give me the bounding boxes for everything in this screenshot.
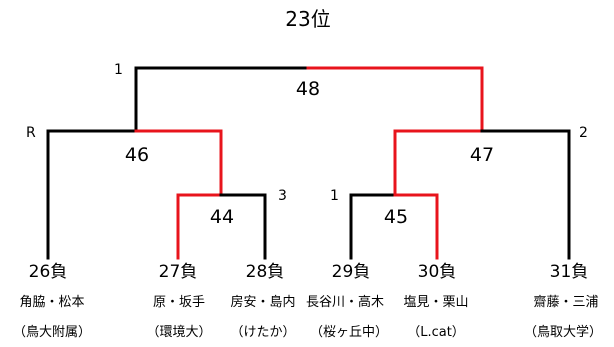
bracket-line-48-left — [134, 66, 310, 131]
match-number-47: 47 — [469, 144, 495, 166]
team-names: 長谷川・高木 — [305, 295, 385, 310]
match-47-side-label: 2 — [579, 125, 588, 141]
team-affiliation: （環境大） — [146, 325, 212, 340]
team-affiliation: （鳥大附属） — [12, 325, 92, 340]
team-affiliation: （けたか） — [230, 325, 296, 340]
team-affiliation: （L.cat） — [407, 325, 465, 340]
team-result: 31負 — [549, 262, 589, 282]
team-names: 塩見・栗山 — [403, 295, 469, 310]
match-number-45: 45 — [383, 206, 409, 228]
team-result: 28負 — [245, 262, 285, 282]
team-names: 原・坂手 — [152, 295, 206, 310]
bracket-line-46-left — [46, 129, 138, 260]
team-names: 房安・島内 — [230, 295, 296, 310]
team-result: 29負 — [331, 262, 371, 282]
bracket-line-46-right — [134, 129, 223, 196]
team-names: 齋藤・三浦 — [533, 295, 599, 310]
team-result: 27負 — [158, 262, 198, 282]
team-result: 30負 — [417, 262, 457, 282]
match-44-side-label: 3 — [278, 188, 287, 204]
match-48-side-label: 1 — [114, 62, 123, 78]
bracket-line-45-left — [349, 193, 397, 260]
match-number-46: 46 — [124, 144, 150, 166]
match-45-side-label: 1 — [330, 188, 339, 204]
team-affiliation: （鳥取大学） — [523, 325, 603, 340]
bracket-line-47-right — [480, 129, 571, 260]
match-number-44: 44 — [209, 206, 235, 228]
bracket-line-45-right — [393, 193, 439, 260]
bracket-line-48-right — [306, 66, 484, 132]
bracket-line-47-left — [393, 129, 484, 197]
bracket-line-44-left — [176, 193, 223, 260]
team-names: 角脇・松本 — [19, 295, 85, 310]
bracket-title: 23位 — [285, 7, 331, 31]
match-46-side-label: R — [26, 125, 36, 141]
team-affiliation: （桜ヶ丘中） — [309, 325, 389, 340]
match-number-48: 48 — [295, 78, 321, 100]
bracket-line-44-right — [219, 193, 267, 260]
team-result: 26負 — [28, 262, 68, 282]
